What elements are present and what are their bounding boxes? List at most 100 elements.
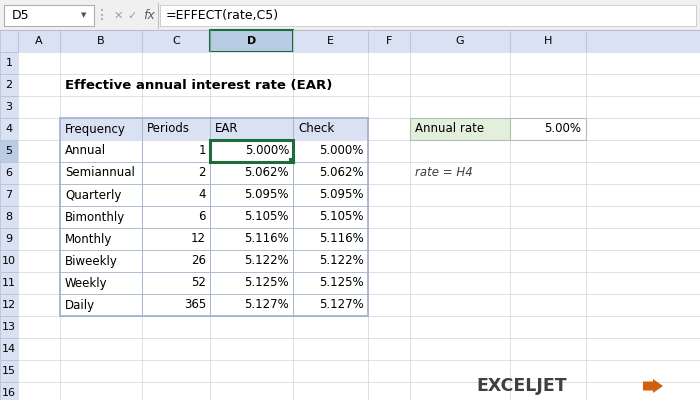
Bar (0, 360, 18, 382)
Text: EAR: EAR (215, 122, 239, 136)
Text: ⋮: ⋮ (95, 8, 109, 22)
Text: F: F (386, 36, 392, 46)
Bar (0, 184, 18, 206)
Bar (293, 30, 368, 52)
Text: Annual: Annual (65, 144, 106, 158)
Text: 14: 14 (2, 344, 16, 354)
Text: Biweekly: Biweekly (65, 254, 118, 268)
Text: 5.105%: 5.105% (244, 210, 289, 224)
Bar (0, 316, 18, 338)
Text: E: E (327, 36, 334, 46)
Text: 8: 8 (6, 212, 13, 222)
Text: 5.062%: 5.062% (319, 166, 364, 180)
Bar (18, 382, 700, 400)
Bar (0, 0, 700, 30)
Bar (18, 250, 700, 272)
Text: 5.000%: 5.000% (320, 144, 364, 158)
Text: B: B (97, 36, 105, 46)
Bar (510, 30, 586, 52)
Text: G: G (456, 36, 464, 46)
Text: Annual rate: Annual rate (415, 122, 484, 136)
Text: 5.125%: 5.125% (244, 276, 289, 290)
Bar (18, 184, 700, 206)
Bar (410, 30, 510, 52)
Bar (0, 250, 18, 272)
Bar (0, 96, 18, 118)
Text: 5.000%: 5.000% (244, 144, 289, 158)
Text: A: A (35, 36, 43, 46)
Text: 6: 6 (199, 210, 206, 224)
Text: D: D (247, 36, 256, 46)
Text: Weekly: Weekly (65, 276, 108, 290)
Text: 7: 7 (6, 190, 13, 200)
Bar (210, 30, 293, 52)
Bar (18, 272, 700, 294)
Text: Effective annual interest rate (EAR): Effective annual interest rate (EAR) (65, 78, 332, 92)
Bar (60, 30, 142, 52)
Bar (18, 118, 700, 140)
Bar (0, 140, 18, 162)
Bar (60, 118, 368, 316)
Text: H: H (544, 36, 552, 46)
Bar (142, 118, 210, 140)
Text: 5.105%: 5.105% (319, 210, 364, 224)
Text: 10: 10 (2, 256, 16, 266)
Text: Bimonthly: Bimonthly (65, 210, 125, 224)
Text: 365: 365 (183, 298, 206, 312)
Text: 1: 1 (6, 58, 13, 68)
Text: 5.122%: 5.122% (319, 254, 364, 268)
Text: 16: 16 (2, 388, 16, 398)
Bar (0, 52, 18, 74)
Text: 1: 1 (199, 144, 206, 158)
Text: 5.125%: 5.125% (319, 276, 364, 290)
Text: EXCELJET: EXCELJET (476, 377, 566, 395)
Bar (210, 140, 293, 162)
Bar (18, 30, 60, 52)
Text: 5.00%: 5.00% (544, 122, 581, 136)
Bar (368, 30, 410, 52)
Bar (0, 118, 18, 140)
Text: =EFFECT(rate,C5): =EFFECT(rate,C5) (166, 9, 279, 22)
Bar (210, 118, 293, 140)
Bar (4, 5, 94, 26)
Bar (18, 338, 700, 360)
Bar (18, 140, 700, 162)
Bar (289, 158, 294, 163)
Bar (18, 360, 700, 382)
Bar (0, 206, 18, 228)
Text: Periods: Periods (147, 122, 190, 136)
FancyArrow shape (643, 379, 663, 393)
Text: 12: 12 (191, 232, 206, 246)
Bar (293, 118, 368, 140)
Text: ▼: ▼ (81, 12, 87, 18)
Text: 5: 5 (6, 146, 13, 156)
Bar (0, 74, 18, 96)
Text: Check: Check (298, 122, 335, 136)
Bar (160, 5, 696, 26)
Text: 13: 13 (2, 322, 16, 332)
Text: 5.095%: 5.095% (244, 188, 289, 202)
Bar (18, 294, 700, 316)
Text: 2: 2 (6, 80, 13, 90)
Text: 5.122%: 5.122% (244, 254, 289, 268)
Bar (18, 206, 700, 228)
Bar (60, 118, 142, 140)
Text: 11: 11 (2, 278, 16, 288)
Text: 5.095%: 5.095% (319, 188, 364, 202)
Bar (0, 162, 18, 184)
Text: D5: D5 (12, 9, 29, 22)
Text: 52: 52 (191, 276, 206, 290)
Bar (0, 228, 18, 250)
Bar (586, 30, 700, 52)
Text: 4: 4 (6, 124, 13, 134)
Text: Monthly: Monthly (65, 232, 113, 246)
Bar (410, 118, 510, 140)
Text: Quarterly: Quarterly (65, 188, 121, 202)
Bar (0, 382, 18, 400)
Text: rate = H4: rate = H4 (415, 166, 472, 180)
Text: 5.116%: 5.116% (319, 232, 364, 246)
Text: 5.116%: 5.116% (244, 232, 289, 246)
Bar (18, 228, 700, 250)
Text: 6: 6 (6, 168, 13, 178)
Text: 12: 12 (2, 300, 16, 310)
